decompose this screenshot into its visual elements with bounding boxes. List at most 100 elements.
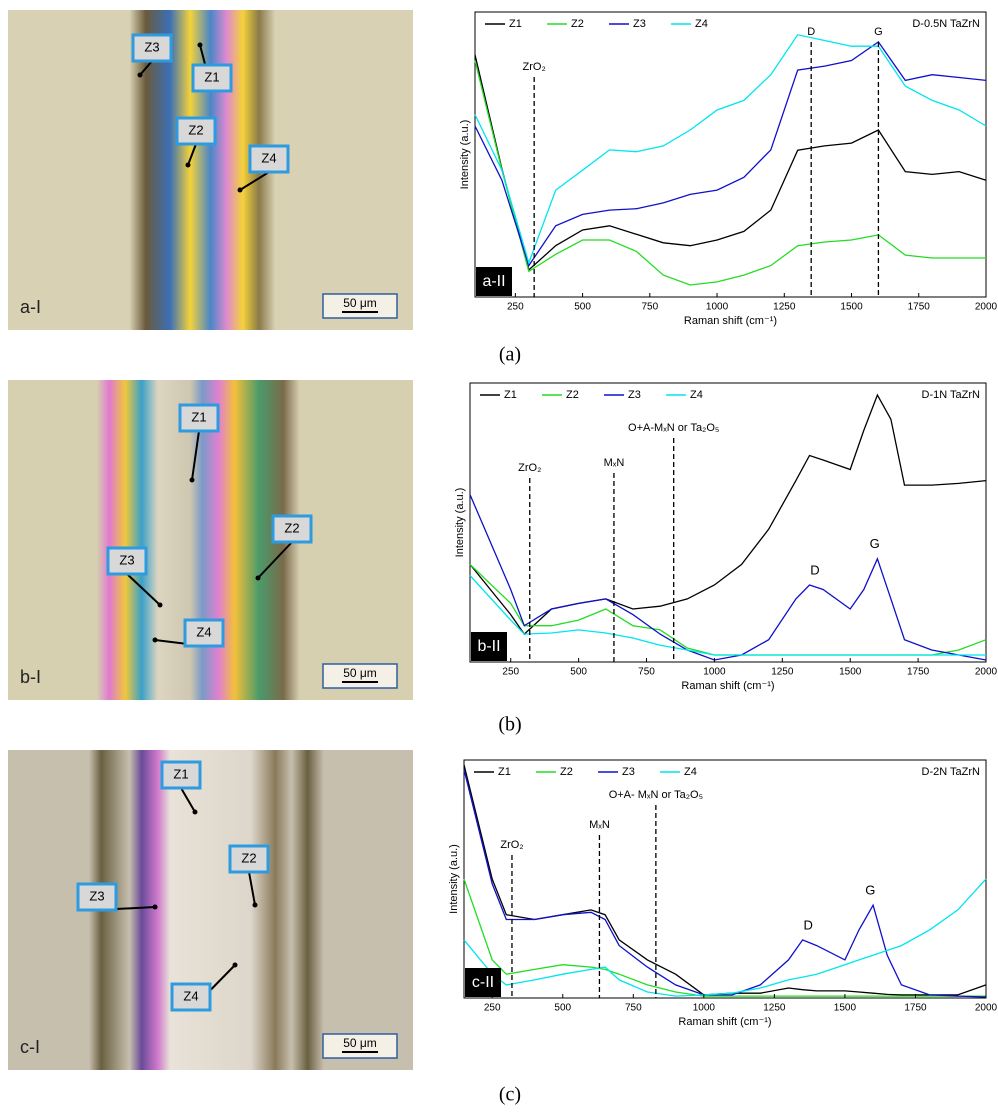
- arrow-head: [253, 903, 258, 908]
- annotation: ZrO₂: [500, 839, 523, 851]
- micrograph: [8, 750, 413, 1070]
- annotation: O+A- MₓN or Ta₂O₅: [609, 789, 703, 801]
- x-tick-label: 1750: [904, 1003, 927, 1014]
- caption: (c): [499, 1084, 521, 1106]
- legend-label: Z1: [498, 766, 511, 778]
- zone-label: Z4: [196, 624, 211, 639]
- legend-label: Z4: [690, 389, 703, 401]
- scale-text: 50 μm: [343, 1036, 377, 1050]
- zone-label: Z1: [204, 69, 219, 84]
- arrow-head: [193, 810, 198, 815]
- legend-label: Z2: [566, 389, 579, 401]
- x-tick-label: 1000: [706, 302, 729, 313]
- panel-label: a-II: [482, 273, 505, 290]
- panel-label: b-I: [20, 667, 41, 687]
- x-tick-label: 2000: [975, 1003, 998, 1014]
- x-tick-label: 1500: [839, 667, 862, 678]
- arrow-head: [198, 43, 203, 48]
- zone-label: Z3: [119, 552, 134, 567]
- annotation: D: [804, 917, 813, 932]
- zone-label: Z1: [191, 409, 206, 424]
- annotation: MₓN: [589, 819, 610, 831]
- x-tick-label: 1750: [907, 667, 930, 678]
- zone-label: Z2: [241, 850, 256, 865]
- y-axis-label: Intensity (a.u.): [454, 488, 466, 558]
- x-tick-label: 1000: [703, 667, 726, 678]
- x-axis-label: Raman shift (cm⁻¹): [684, 315, 777, 327]
- figure: (a) (b) (c) Z1 Z2 Z3 Z4 a-I 50 μm Z1 Z2 Z3 Z4 b-I 5…: [0, 0, 998, 1115]
- chart-title: D-0.5N TaZrN: [912, 18, 980, 30]
- x-tick-label: 250: [484, 1003, 501, 1014]
- x-tick-label: 1250: [773, 302, 796, 313]
- arrow-head: [158, 603, 163, 608]
- legend-label: Z4: [695, 18, 708, 30]
- legend-label: Z3: [622, 766, 635, 778]
- arrow-head: [256, 576, 261, 581]
- zone-label: Z4: [261, 150, 276, 165]
- x-tick-label: 1500: [834, 1003, 857, 1014]
- x-tick-label: 1500: [840, 302, 863, 313]
- annotation: D: [810, 562, 819, 577]
- legend-label: Z1: [504, 389, 517, 401]
- x-tick-label: 500: [554, 1003, 571, 1014]
- legend-label: Z4: [684, 766, 697, 778]
- zone-label: Z2: [284, 520, 299, 535]
- x-tick-label: 2000: [975, 667, 998, 678]
- x-tick-label: 750: [641, 302, 658, 313]
- annotation: ZrO₂: [518, 462, 541, 474]
- plot-frame: [475, 12, 986, 297]
- x-tick-label: 500: [574, 302, 591, 313]
- arrow-head: [153, 638, 158, 643]
- panel-label: b-II: [477, 638, 500, 655]
- x-tick-label: 1250: [763, 1003, 786, 1014]
- legend-label: Z2: [571, 18, 584, 30]
- zone-label: Z2: [188, 122, 203, 137]
- zone-label: Z3: [144, 39, 159, 54]
- legend-label: Z1: [509, 18, 522, 30]
- arrow-head: [138, 73, 143, 78]
- chart-title: D-1N TaZrN: [922, 389, 981, 401]
- annotation: MₓN: [604, 457, 625, 469]
- panel-label: c-II: [472, 974, 494, 991]
- arrow-head: [233, 963, 238, 968]
- y-axis-label: Intensity (a.u.): [448, 844, 460, 914]
- x-tick-label: 2000: [975, 302, 998, 313]
- plot-frame: [470, 383, 986, 662]
- zone-label: Z3: [89, 888, 104, 903]
- arrow-head: [186, 163, 191, 168]
- x-tick-label: 1250: [771, 667, 794, 678]
- annotation: O+A-MₓN or Ta₂O₅: [628, 422, 719, 434]
- x-tick-label: 250: [502, 667, 519, 678]
- annotation: ZrO₂: [523, 61, 546, 73]
- micrograph: [8, 10, 413, 330]
- annotation: D: [807, 26, 815, 38]
- arrow-head: [153, 905, 158, 910]
- zone-label: Z4: [183, 988, 198, 1003]
- annotation: G: [870, 536, 880, 551]
- annotation: G: [874, 26, 883, 38]
- x-tick-label: 250: [507, 302, 524, 313]
- arrow-head: [238, 188, 243, 193]
- legend-label: Z3: [633, 18, 646, 30]
- annotation: G: [865, 883, 875, 898]
- x-axis-label: Raman shift (cm⁻¹): [681, 680, 774, 692]
- scale-text: 50 μm: [343, 666, 377, 680]
- chart-title: D-2N TaZrN: [922, 766, 981, 778]
- panel-label: c-I: [20, 1037, 40, 1057]
- x-tick-label: 750: [625, 1003, 642, 1014]
- x-tick-label: 1000: [693, 1003, 716, 1014]
- legend-label: Z2: [560, 766, 573, 778]
- x-tick-label: 1750: [908, 302, 931, 313]
- plot-frame: [464, 760, 986, 998]
- x-tick-label: 750: [638, 667, 655, 678]
- y-axis-label: Intensity (a.u.): [459, 120, 471, 190]
- arrow-head: [190, 478, 195, 483]
- x-tick-label: 500: [570, 667, 587, 678]
- caption: (a): [499, 344, 521, 366]
- legend-label: Z3: [628, 389, 641, 401]
- scale-text: 50 μm: [343, 296, 377, 310]
- caption: (b): [498, 714, 521, 736]
- zone-label: Z1: [173, 766, 188, 781]
- x-axis-label: Raman shift (cm⁻¹): [678, 1016, 771, 1028]
- panel-label: a-I: [20, 297, 41, 317]
